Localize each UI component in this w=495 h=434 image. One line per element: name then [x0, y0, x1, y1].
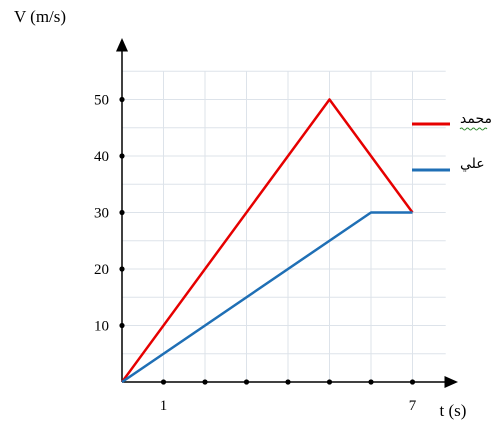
x-tick	[243, 379, 250, 385]
y-tick-label: 40	[94, 149, 109, 165]
y-tick-label: 20	[94, 262, 109, 278]
x-tick	[409, 379, 416, 385]
x-tick	[160, 379, 167, 385]
x-tick	[368, 379, 374, 385]
series-line-0	[120, 98, 414, 383]
spellcheck-underline	[459, 127, 488, 131]
axis-ticks	[119, 96, 416, 385]
x-tick-label: 7	[409, 398, 417, 414]
x-tick	[202, 379, 208, 385]
y-tick	[119, 209, 125, 216]
x-tick	[326, 379, 333, 385]
y-tick-label: 10	[94, 319, 109, 335]
y-tick-label: 50	[94, 93, 109, 109]
x-axis-label: t (s)	[440, 401, 467, 420]
series-line-1	[121, 211, 413, 384]
y-tick	[119, 96, 125, 103]
x-tick-label: 1	[160, 398, 168, 414]
y-tick	[119, 322, 125, 329]
y-tick-label: 30	[94, 206, 109, 222]
y-axis-label: V (m/s)	[14, 7, 66, 26]
y-tick	[119, 266, 125, 272]
grid	[122, 70, 446, 382]
x-tick	[285, 379, 291, 385]
legend: محمد علي	[412, 111, 492, 172]
legend-label-ali: علي	[460, 156, 485, 172]
legend-label-mohamed: محمد	[460, 111, 492, 127]
series-lines	[120, 98, 414, 384]
y-tick	[119, 153, 125, 159]
axis-tick-labels: 10 20 30 40 50 1 7	[94, 93, 417, 415]
